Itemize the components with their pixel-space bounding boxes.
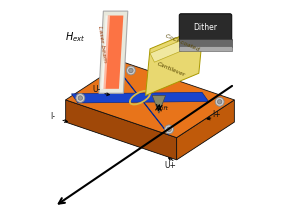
Text: CoCr coated: CoCr coated xyxy=(164,33,200,52)
Text: U+: U+ xyxy=(164,161,176,170)
Polygon shape xyxy=(99,11,128,93)
Text: Lift: Lift xyxy=(159,106,169,111)
Circle shape xyxy=(127,66,135,75)
Circle shape xyxy=(129,68,133,73)
Circle shape xyxy=(167,127,171,132)
Text: I+: I+ xyxy=(212,110,221,119)
Text: I-: I- xyxy=(50,112,55,121)
Text: Laser beam: Laser beam xyxy=(97,26,107,63)
Polygon shape xyxy=(152,95,166,113)
Bar xyxy=(179,39,232,47)
Circle shape xyxy=(165,125,173,134)
Polygon shape xyxy=(71,92,208,103)
Polygon shape xyxy=(177,100,234,160)
Text: $H_{ext}$: $H_{ext}$ xyxy=(64,30,85,44)
Polygon shape xyxy=(101,16,110,89)
FancyArrowPatch shape xyxy=(63,120,68,122)
Circle shape xyxy=(76,94,85,103)
FancyArrowPatch shape xyxy=(169,158,173,161)
Polygon shape xyxy=(150,31,208,62)
Polygon shape xyxy=(111,60,169,135)
FancyBboxPatch shape xyxy=(179,14,232,42)
Circle shape xyxy=(218,99,222,104)
Bar xyxy=(179,46,232,51)
Polygon shape xyxy=(66,84,234,160)
Polygon shape xyxy=(103,16,123,89)
Polygon shape xyxy=(66,62,234,138)
Circle shape xyxy=(215,97,224,106)
Text: Cantilever: Cantilever xyxy=(156,62,186,78)
Text: U-: U- xyxy=(93,85,101,94)
Polygon shape xyxy=(66,100,177,160)
Text: Dither: Dither xyxy=(194,23,218,32)
FancyArrowPatch shape xyxy=(207,117,211,120)
FancyArrowPatch shape xyxy=(105,93,110,96)
Polygon shape xyxy=(146,27,203,95)
Circle shape xyxy=(78,96,82,100)
